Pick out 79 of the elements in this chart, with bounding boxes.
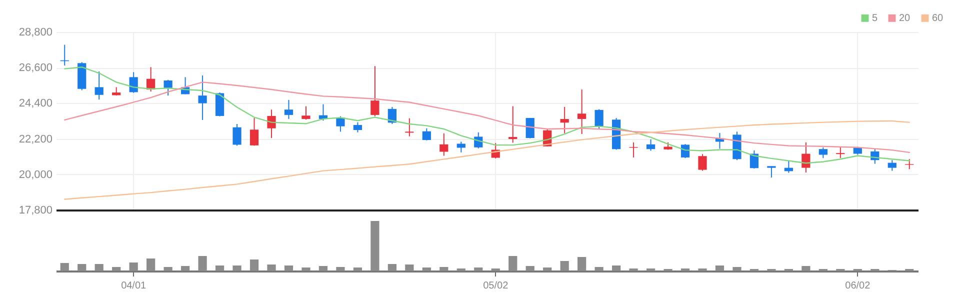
x-tick-label: 04/01: [121, 280, 147, 292]
candlestick: [422, 128, 431, 141]
y-tick-label: 26,600: [18, 62, 52, 74]
candlestick: [594, 108, 604, 130]
bar: [388, 264, 396, 271]
bar: [302, 268, 310, 271]
bar: [370, 221, 380, 271]
bar: [267, 264, 276, 271]
candlestick: [802, 142, 810, 173]
candlestick: [370, 66, 380, 117]
bar: [560, 261, 569, 271]
bar: [78, 264, 86, 271]
candlestick: [336, 116, 345, 132]
bar: [164, 267, 172, 271]
line-series: [64, 120, 910, 200]
bar: [60, 263, 69, 271]
bar: [578, 257, 586, 271]
bar: [508, 256, 518, 271]
line-series: [64, 82, 910, 154]
x-tick-label: 06/02: [845, 280, 871, 292]
bar: [474, 268, 483, 271]
candlestick: [698, 154, 707, 172]
bar: [405, 264, 414, 271]
bar: [250, 260, 259, 271]
candlestick: [232, 123, 242, 146]
candlestick: [284, 99, 294, 120]
bar: [180, 266, 190, 271]
bar: [422, 268, 431, 271]
bar: [336, 267, 345, 271]
candlestick: [560, 106, 569, 134]
candlestick: [905, 158, 914, 170]
bar: [732, 267, 742, 271]
legend-label: 5: [872, 13, 878, 24]
candlestick: [888, 160, 896, 172]
candlestick: [440, 132, 448, 156]
bar: [215, 266, 224, 271]
bar: [594, 267, 604, 271]
candlestick: [198, 74, 207, 120]
bar: [802, 266, 810, 271]
candlestick: [767, 166, 776, 178]
bar: [146, 258, 156, 271]
candlestick: [474, 132, 483, 149]
bar: [715, 266, 724, 271]
bar: [94, 264, 104, 271]
candlestick: [578, 89, 586, 135]
legend-label: 60: [932, 13, 944, 24]
bar: [353, 268, 362, 271]
candlestick: [215, 92, 224, 117]
candlestick: [646, 138, 656, 152]
candlestick: [456, 141, 466, 153]
candlestick: [353, 122, 362, 133]
candlestick: [818, 146, 828, 159]
candlestick: [680, 144, 690, 159]
y-tick-label: 17,800: [18, 204, 52, 216]
candlestick: [164, 79, 172, 96]
bar: [112, 267, 121, 271]
legend-label: 20: [899, 13, 911, 24]
y-tick-label: 24,400: [18, 98, 52, 110]
y-tick-label: 20,000: [18, 168, 52, 181]
candlestick: [129, 72, 138, 94]
bar: [232, 266, 242, 271]
bar: [198, 256, 207, 271]
bar: [284, 266, 294, 271]
candlestick: [836, 146, 845, 159]
candlestick: [267, 109, 276, 139]
bar: [526, 266, 534, 271]
bar: [543, 268, 552, 271]
bar: [440, 267, 448, 271]
candlestick: [302, 106, 310, 120]
bar: [129, 262, 138, 271]
candlestick: [94, 70, 104, 100]
candlestick: [508, 106, 518, 144]
x-tick-label: 05/02: [483, 280, 509, 292]
y-tick-label: 22,200: [18, 133, 52, 146]
candlestick: [405, 118, 414, 137]
bar: [318, 266, 328, 271]
y-tick-label: 28,800: [18, 26, 52, 38]
candlestick: [250, 117, 259, 146]
bar: [612, 266, 621, 271]
